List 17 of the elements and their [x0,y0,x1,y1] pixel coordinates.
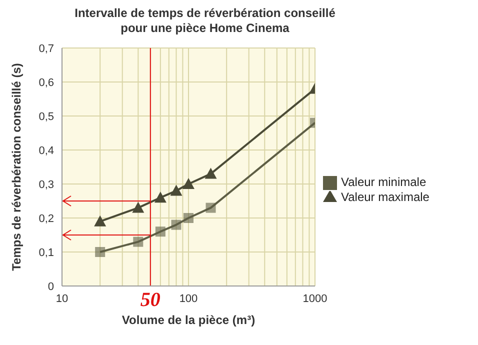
x-tick-label: 10 [56,292,68,305]
y-tick-label: 0,4 [38,144,54,157]
y-tick-label: 0,7 [38,42,54,55]
y-tick-label: 0,6 [38,76,54,89]
y-tick-label: 0,1 [38,246,54,259]
ref-line-label: 50 [140,289,160,312]
y-tick-label: 0,3 [38,178,54,191]
y-tick-label: 0,2 [38,212,54,225]
chart-title: Intervalle de temps de réverbération conseillé pour une pièce Home Cinema [74,6,336,36]
x-axis-title: Volume de la pièce (m³) [122,313,256,327]
legend-label: Valeur minimale [341,175,426,190]
x-tick-label: 100 [179,292,198,305]
y-axis-title: Temps de réverbération conseillé (s) [9,63,24,271]
y-tick-label: 0 [48,280,54,293]
x-tick-label: 1000 [302,292,328,305]
legend-label: Valeur maximale [341,190,430,204]
y-tick-label: 0,5 [38,110,54,123]
